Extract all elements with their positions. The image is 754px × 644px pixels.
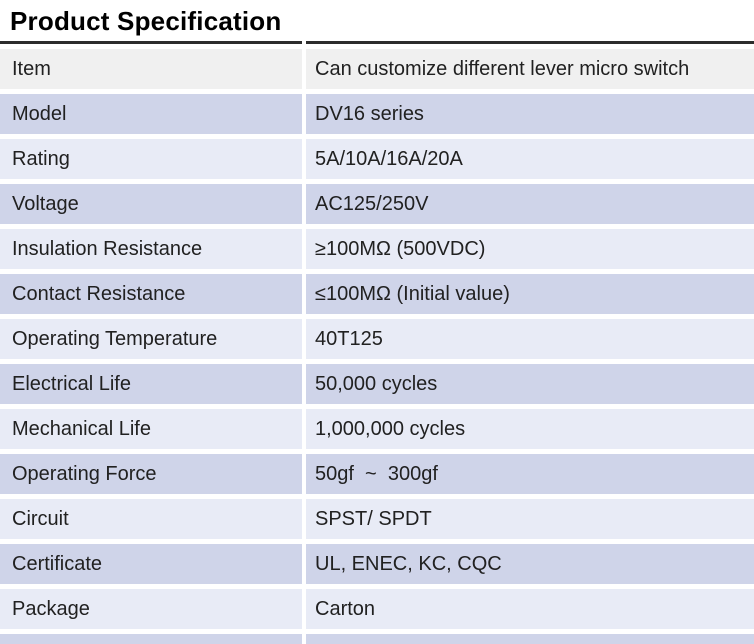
row-value: ≥100MΩ (500VDC): [306, 229, 754, 269]
row-value: [306, 634, 754, 644]
row-label: Package: [0, 589, 302, 629]
row-value: 40T125: [306, 319, 754, 359]
row-label: Operating Force: [0, 454, 302, 494]
page-title: Product Specification: [10, 6, 282, 36]
row-value: Can customize different lever micro swit…: [306, 49, 754, 89]
row-value: 50,000 cycles: [306, 364, 754, 404]
row-label: Mechanical Life: [0, 409, 302, 449]
row-label: Item: [0, 49, 302, 89]
row-label: Operating Temperature: [0, 319, 302, 359]
table-top-border-right: [306, 41, 754, 44]
row-value: UL, ENEC, KC, CQC: [306, 544, 754, 584]
row-value: ≤100MΩ (Initial value): [306, 274, 754, 314]
row-label: Electrical Life: [0, 364, 302, 404]
row-label: Rating: [0, 139, 302, 179]
row-label: Insulation Resistance: [0, 229, 302, 269]
row-label: [0, 634, 302, 644]
row-value: SPST/ SPDT: [306, 499, 754, 539]
row-label: Model: [0, 94, 302, 134]
row-value: 1,000,000 cycles: [306, 409, 754, 449]
row-label: Certificate: [0, 544, 302, 584]
row-value: 50gf ~ 300gf: [306, 454, 754, 494]
row-value: DV16 series: [306, 94, 754, 134]
row-label: Circuit: [0, 499, 302, 539]
spec-table: Item Can customize different lever micro…: [0, 41, 754, 644]
row-label: Contact Resistance: [0, 274, 302, 314]
row-label: Voltage: [0, 184, 302, 224]
table-top-border-left: [0, 41, 302, 44]
row-value: 5A/10A/16A/20A: [306, 139, 754, 179]
row-value: AC125/250V: [306, 184, 754, 224]
row-value: Carton: [306, 589, 754, 629]
